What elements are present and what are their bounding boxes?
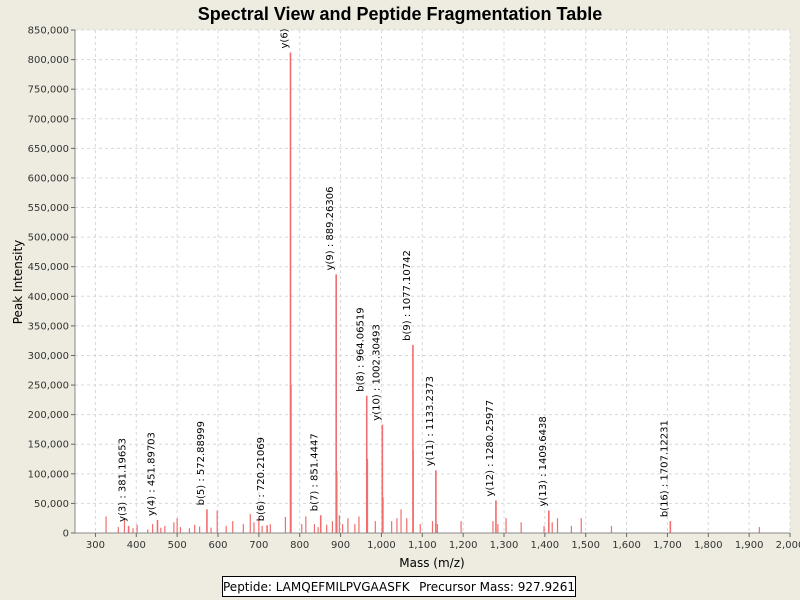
y-tick-label: 200,000 bbox=[28, 410, 69, 421]
peak-label: b(6) : 720.21069 bbox=[256, 437, 267, 521]
peptide-label: Peptide: bbox=[223, 579, 272, 594]
y-tick-label: 100,000 bbox=[28, 469, 69, 480]
y-tick-label: 850,000 bbox=[28, 26, 69, 37]
y-tick-label: 600,000 bbox=[28, 173, 69, 184]
x-tick-label: 1,300 bbox=[490, 540, 519, 551]
y-tick-label: 50,000 bbox=[34, 499, 69, 510]
y-axis-ticks: 0 50,000 100,000 150,000 200,000 250,000 300,0… bbox=[28, 26, 75, 540]
x-tick-label: 800 bbox=[290, 540, 309, 551]
x-tick-label: 500 bbox=[168, 540, 187, 551]
x-tick-label: 1,200 bbox=[449, 540, 478, 551]
x-tick-label: 300 bbox=[86, 540, 105, 551]
peak-label: y(6) bbox=[279, 28, 290, 48]
y-tick-label: 750,000 bbox=[28, 85, 69, 96]
x-tick-label: 1,600 bbox=[612, 540, 641, 551]
peak-label: y(9) : 889.26306 bbox=[325, 187, 336, 271]
y-tick-label: 250,000 bbox=[28, 381, 69, 392]
x-tick-label: 400 bbox=[127, 540, 146, 551]
x-tick-label: 1,900 bbox=[735, 540, 764, 551]
plot-area bbox=[75, 30, 790, 533]
precursor-mass-label: Precursor Mass: bbox=[419, 579, 514, 594]
y-tick-label: 400,000 bbox=[28, 292, 69, 303]
x-tick-label: 1,500 bbox=[571, 540, 600, 551]
x-tick-label: 1,700 bbox=[653, 540, 682, 551]
chart-title: Spectral View and Peptide Fragmentation … bbox=[198, 4, 602, 24]
x-tick-label: 1,100 bbox=[408, 540, 437, 551]
y-tick-label: 800,000 bbox=[28, 55, 69, 66]
x-axis-ticks: 300 400 500 600 700 800 900 1,000 1,100 1,200 1,30… bbox=[86, 533, 800, 551]
peak-label: y(12) : 1280.25977 bbox=[485, 400, 496, 497]
peak-label: y(3) : 381.19653 bbox=[118, 438, 129, 522]
peak-label: b(5) : 572.88999 bbox=[196, 421, 207, 505]
x-tick-label: 900 bbox=[331, 540, 350, 551]
y-tick-label: 0 bbox=[63, 529, 69, 540]
y-tick-label: 300,000 bbox=[28, 351, 69, 362]
y-tick-label: 500,000 bbox=[28, 233, 69, 244]
peak-label: b(16) : 1707.12231 bbox=[659, 420, 670, 517]
peak-bars bbox=[105, 52, 760, 533]
peak-labels: y(3) : 381.19653 y(4) : 451.89703 b(5) : 5… bbox=[118, 28, 671, 522]
grid-lines bbox=[75, 29, 791, 533]
y-tick-label: 700,000 bbox=[28, 114, 69, 125]
axes bbox=[74, 30, 790, 534]
peak-label: y(10) : 1002.30493 bbox=[371, 324, 382, 421]
peptide-sequence: LAMQEFMILPVGAASFK bbox=[275, 579, 410, 594]
y-tick-label: 150,000 bbox=[28, 440, 69, 451]
peak-label: b(7) : 851.4447 bbox=[310, 433, 321, 511]
y-tick-label: 350,000 bbox=[28, 321, 69, 332]
y-tick-label: 450,000 bbox=[28, 262, 69, 273]
peak-label: y(4) : 451.89703 bbox=[146, 432, 157, 516]
x-tick-label: 2,000 bbox=[776, 540, 800, 551]
y-tick-label: 550,000 bbox=[28, 203, 69, 214]
precursor-mass-value: 927.9261 bbox=[517, 579, 575, 594]
x-tick-label: 1,000 bbox=[367, 540, 396, 551]
peak-label: b(8) : 964.06519 bbox=[356, 307, 367, 391]
peak-label: y(11) : 1133.2373 bbox=[425, 376, 436, 466]
x-tick-label: 600 bbox=[208, 540, 227, 551]
x-tick-label: 1,800 bbox=[694, 540, 723, 551]
y-tick-label: 650,000 bbox=[28, 144, 69, 155]
peptide-info-box: Peptide: LAMQEFMILPVGAASFK Precursor Mas… bbox=[222, 576, 576, 597]
x-axis-label: Mass (m/z) bbox=[399, 556, 464, 570]
peak-label: b(9) : 1077.10742 bbox=[402, 250, 413, 341]
y-axis-label: Peak Intensity bbox=[11, 240, 25, 325]
x-tick-label: 700 bbox=[249, 540, 268, 551]
x-tick-label: 1,400 bbox=[531, 540, 560, 551]
peak-label: y(13) : 1409.6438 bbox=[538, 416, 549, 506]
